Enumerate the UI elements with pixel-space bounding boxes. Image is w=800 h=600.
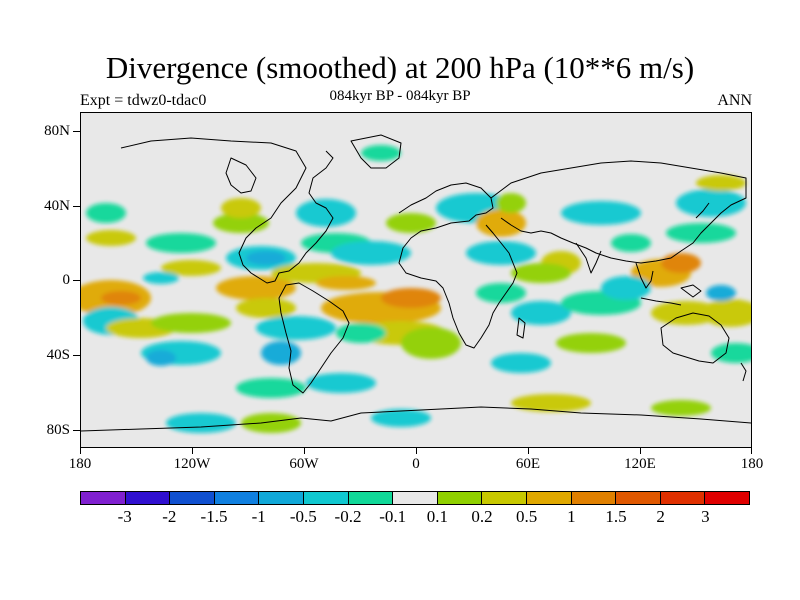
- experiment-label: Expt = tdwz0-tdac0: [80, 92, 207, 109]
- period-label: 084kyr BP - 084kyr BP: [329, 88, 471, 104]
- colorbar-label: -0.2: [334, 507, 362, 526]
- lat-tick: [73, 131, 80, 132]
- lon-label-60e: 60E: [515, 456, 541, 472]
- lon-tick: [751, 448, 752, 454]
- lon-label-0: 0: [412, 456, 420, 472]
- lon-tick: [80, 448, 81, 454]
- colorbar-box: [571, 492, 617, 504]
- lon-label-180e: 180: [740, 456, 764, 472]
- colorbar: [80, 491, 750, 505]
- colorbar-label: 0.1: [426, 507, 448, 526]
- colorbar-box: [303, 492, 349, 504]
- lon-tick: [304, 448, 305, 454]
- colorbar-label: 0.2: [471, 507, 493, 526]
- lat-tick: [73, 430, 80, 431]
- colorbar-box: [482, 492, 527, 504]
- lon-tick: [528, 448, 529, 454]
- season-label: ANN: [717, 92, 752, 109]
- colorbar-box: [616, 492, 661, 504]
- colorbar-label: -2: [162, 507, 177, 526]
- lat-tick: [73, 355, 80, 356]
- colorbar-box: [125, 492, 171, 504]
- plot-title: Divergence (smoothed) at 200 hPa (10**6 …: [105, 50, 695, 85]
- colorbar-box: [437, 492, 483, 504]
- lon-label-120e: 120E: [624, 456, 656, 472]
- lat-tick: [73, 280, 80, 281]
- divergence-map: [80, 112, 752, 448]
- divergence-field: [81, 145, 751, 433]
- lat-label-0: 0: [62, 272, 71, 288]
- lat-label-80s: 80S: [46, 422, 70, 438]
- lon-label-120w: 120W: [173, 456, 211, 472]
- colorbar-box: [81, 492, 126, 504]
- colorbar-label: 1: [567, 507, 576, 526]
- colorbar-box: [393, 492, 438, 504]
- colorbar-label: -0.1: [379, 507, 407, 526]
- lat-tick: [73, 206, 80, 207]
- colorbar-label: 0.5: [516, 507, 538, 526]
- lon-tick: [416, 448, 417, 454]
- colorbar-box: [705, 492, 749, 504]
- colorbar-label: 3: [701, 507, 710, 526]
- colorbar-label: -1: [251, 507, 266, 526]
- colorbar-box: [259, 492, 304, 504]
- colorbar-label: 2: [656, 507, 665, 526]
- colorbar-box: [170, 492, 215, 504]
- lon-label-180w: 180: [68, 456, 92, 472]
- colorbar-label: -0.5: [289, 507, 317, 526]
- colorbar-box: [660, 492, 706, 504]
- colorbar-label: -1.5: [200, 507, 228, 526]
- colorbar-label: 1.5: [605, 507, 627, 526]
- lon-label-60w: 60W: [289, 456, 319, 472]
- lat-label-40n: 40N: [44, 198, 70, 214]
- lon-tick: [192, 448, 193, 454]
- lat-label-80n: 80N: [44, 123, 70, 139]
- colorbar-label: -3: [117, 507, 132, 526]
- lat-label-40s: 40S: [46, 347, 70, 363]
- lon-tick: [640, 448, 641, 454]
- colorbar-box: [348, 492, 394, 504]
- coastlines: [81, 134, 751, 432]
- colorbar-box: [214, 492, 260, 504]
- colorbar-box: [526, 492, 572, 504]
